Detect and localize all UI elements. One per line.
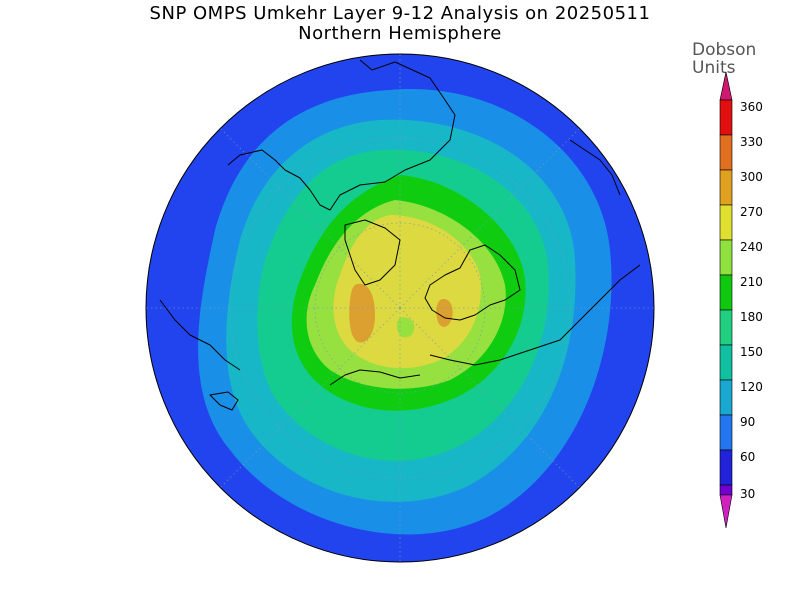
colorbar-tick-330: 330 bbox=[740, 135, 763, 149]
coastline-east-asia bbox=[329, 369, 421, 386]
coastline-greenland bbox=[344, 219, 401, 286]
coastline-north-atlantic bbox=[569, 139, 621, 196]
colorbar-segment-150-180 bbox=[719, 309, 733, 346]
map-boundary bbox=[145, 53, 655, 563]
coastline-asia bbox=[429, 264, 641, 366]
colorbar-tick-30: 30 bbox=[740, 487, 755, 501]
ozone-band-270 bbox=[349, 283, 375, 343]
colorbar-unit-label: Dobson bbox=[692, 40, 757, 60]
colorbar-segment-330-360 bbox=[719, 99, 733, 136]
graticule bbox=[146, 54, 654, 562]
colorbar: 360 330 300 270 240 210 180 150 120 90 6… bbox=[719, 71, 763, 529]
colorbar-bottom-arrow bbox=[719, 494, 733, 529]
coastlines bbox=[159, 59, 641, 411]
colorbar-tick-270: 270 bbox=[740, 205, 763, 219]
polar-ozone-map bbox=[145, 53, 655, 563]
colorbar-segment-below-30 bbox=[719, 484, 733, 496]
colorbar-segment-240-270 bbox=[719, 204, 733, 241]
colorbar-segment-30-60 bbox=[719, 449, 733, 486]
colorbar-tick-150: 150 bbox=[740, 345, 763, 359]
colorbar-tick-120: 120 bbox=[740, 380, 763, 394]
colorbar-segment-60-90 bbox=[719, 414, 733, 451]
colorbar-segment-210-240 bbox=[719, 239, 733, 276]
colorbar-segment-120-150 bbox=[719, 344, 733, 381]
colorbar-tick-210: 210 bbox=[740, 275, 763, 289]
coastline-japan bbox=[209, 391, 239, 411]
colorbar-unit-label-2: Units bbox=[692, 58, 736, 78]
ozone-band-210-spot bbox=[396, 317, 415, 338]
colorbar-tick-90: 90 bbox=[740, 415, 755, 429]
coastline-north-america bbox=[227, 59, 456, 211]
ozone-band-270-east bbox=[436, 299, 453, 327]
colorbar-tick-240: 240 bbox=[740, 240, 763, 254]
colorbar-segment-180-210 bbox=[719, 274, 733, 311]
chart-subtitle: Northern Hemisphere bbox=[298, 23, 502, 44]
coastline-west-pacific bbox=[159, 299, 241, 371]
colorbar-tick-360: 360 bbox=[740, 100, 763, 114]
coastline-europe bbox=[424, 244, 521, 321]
colorbar-segment-270-300 bbox=[719, 169, 733, 206]
colorbar-segment-300-330 bbox=[719, 134, 733, 171]
colorbar-segment-90-120 bbox=[719, 379, 733, 416]
colorbar-tick-300: 300 bbox=[740, 170, 763, 184]
colorbar-tick-180: 180 bbox=[740, 310, 763, 324]
colorbar-tick-60: 60 bbox=[740, 450, 755, 464]
colorbar-top-arrow bbox=[719, 71, 733, 101]
chart-title: SNP OMPS Umkehr Layer 9-12 Analysis on 2… bbox=[149, 3, 651, 24]
